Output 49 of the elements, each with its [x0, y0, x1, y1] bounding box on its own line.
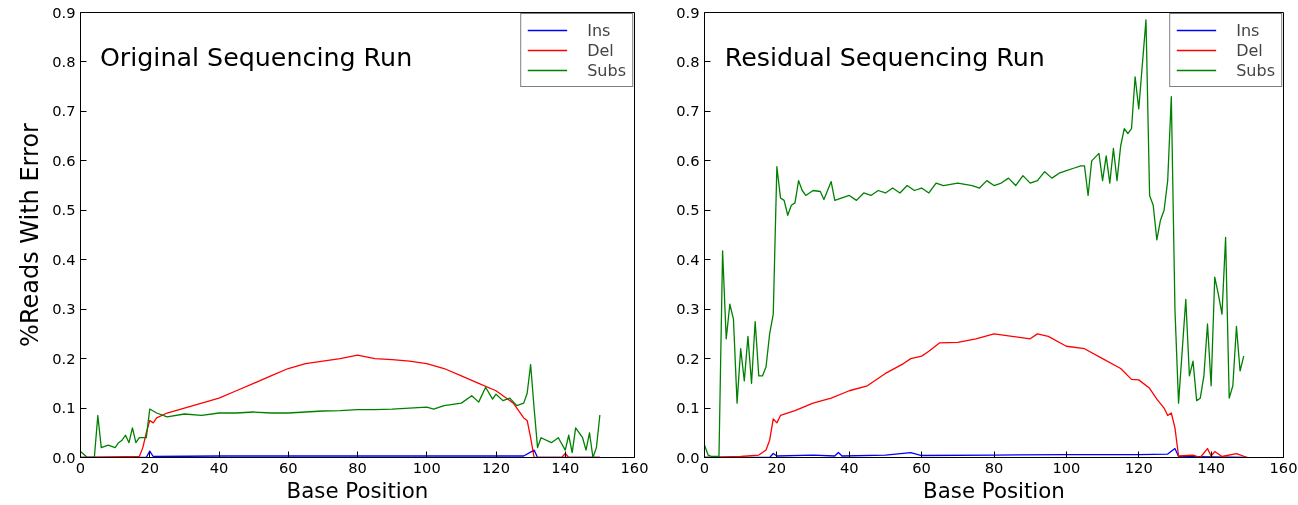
x-tick-label: 120: [482, 458, 510, 476]
y-tick-label: 0.3: [676, 300, 700, 318]
y-tick-label: 0.2: [676, 349, 700, 367]
y-tick-label: 0.6: [676, 151, 700, 169]
x-tick-label: 40: [839, 458, 859, 476]
y-tick-label: 0.8: [52, 52, 76, 70]
y-tick-label: 0.9: [52, 3, 76, 21]
y-tick-label: 0.8: [676, 52, 700, 70]
x-tick-label: 140: [551, 458, 580, 476]
legend-label: Del: [587, 40, 614, 60]
x-tick-label: 0: [75, 458, 86, 476]
x-tick-label: 60: [912, 458, 931, 476]
x-tick-label: 20: [140, 458, 160, 476]
x-tick-label: 100: [1052, 458, 1081, 476]
y-tick-label: 0.4: [676, 250, 700, 268]
legend-label: Del: [1236, 40, 1263, 60]
x-tick-label: 60: [278, 458, 298, 476]
y-tick-label: 0.9: [676, 3, 700, 21]
x-tick-label: 80: [984, 458, 1004, 476]
y-tick-label: 0.6: [52, 151, 76, 169]
legend-label: Subs: [1236, 60, 1275, 80]
text: Residual Sequencing Run: [724, 42, 1045, 72]
x-tick-label: 80: [348, 458, 367, 476]
x-tick-label: 0: [699, 458, 710, 476]
y-tick-label: 0.7: [676, 102, 700, 120]
x-tick-label: 100: [412, 458, 441, 476]
y-tick-label: 0.1: [676, 399, 700, 417]
x-tick-label: 160: [1269, 458, 1298, 476]
y-tick-label: 0.5: [52, 201, 76, 219]
x-axis-title: Base Position: [923, 477, 1065, 503]
legend-label: Ins: [587, 20, 611, 40]
y-tick-label: 0.4: [52, 250, 76, 268]
x-tick-label: 20: [767, 458, 787, 476]
legend-label: Ins: [1236, 20, 1260, 40]
y-tick-label: 0.7: [52, 102, 76, 120]
y-tick-label: 0.0: [52, 448, 76, 466]
y-tick-label: 0.2: [52, 349, 76, 367]
x-tick-label: 120: [1124, 458, 1153, 476]
x-tick-label: 40: [209, 458, 229, 476]
text: Original Sequencing Run: [99, 42, 413, 72]
x-tick-label: 140: [1197, 458, 1226, 476]
y-tick-label: 0.3: [52, 300, 76, 318]
y-axis-title: %Reads With Error: [16, 122, 45, 347]
legend-label: Subs: [587, 60, 626, 80]
y-tick-label: 0.5: [676, 201, 700, 219]
y-tick-label: 0.0: [676, 448, 700, 466]
x-tick-label: 160: [620, 458, 649, 476]
y-tick-label: 0.1: [52, 399, 76, 417]
x-axis-title: Base Position: [286, 477, 429, 503]
